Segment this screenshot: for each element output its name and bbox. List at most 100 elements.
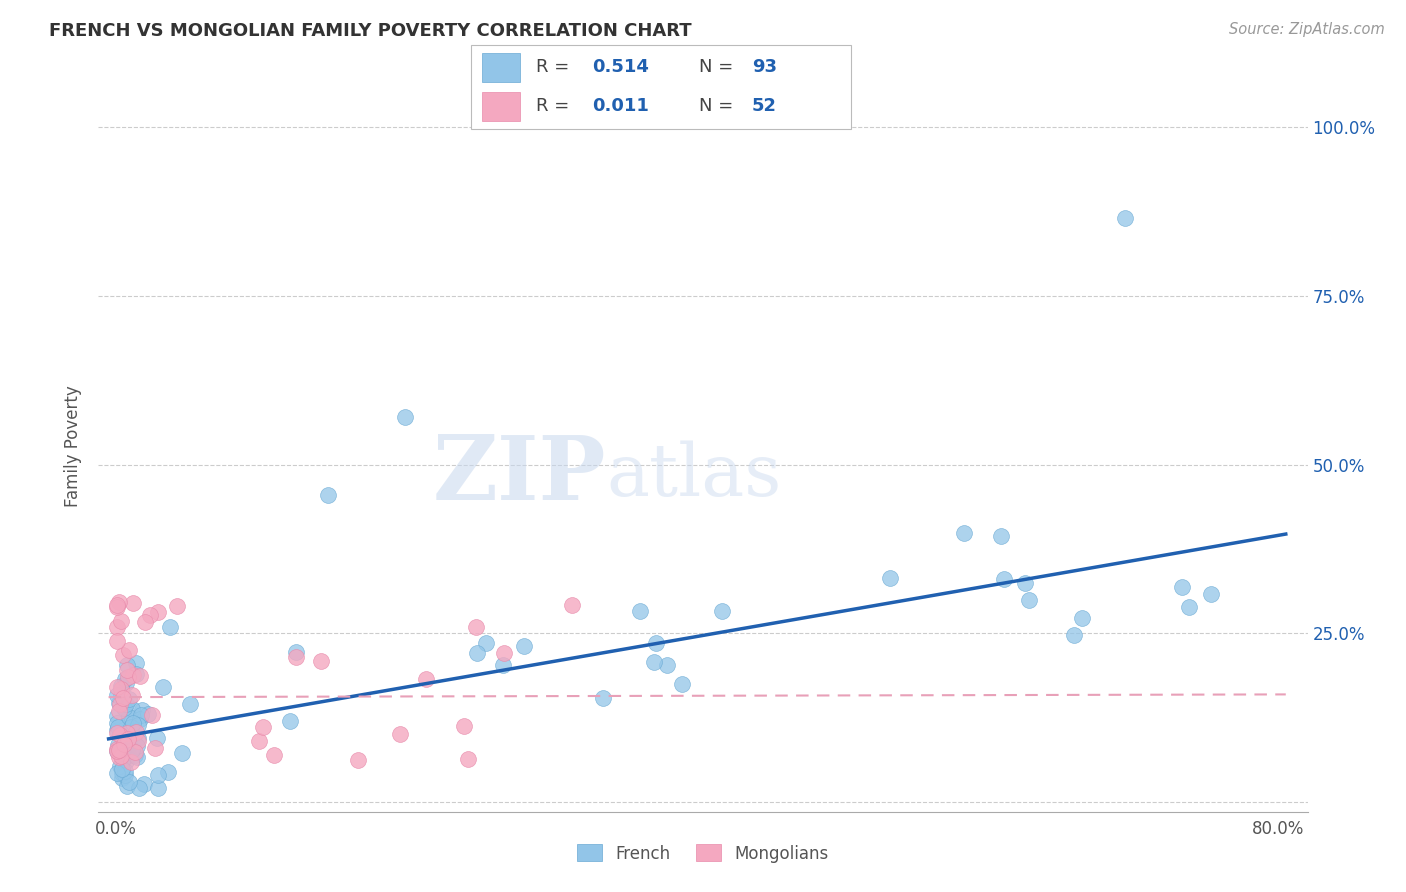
Point bbox=[125, 724, 148, 739]
Point bbox=[121, 702, 143, 716]
Point bbox=[146, 605, 169, 619]
Text: N =: N = bbox=[699, 59, 738, 77]
Point bbox=[117, 663, 139, 677]
Point bbox=[105, 598, 128, 612]
Point bbox=[128, 781, 150, 796]
Point bbox=[127, 749, 149, 764]
Point bbox=[628, 604, 651, 618]
Point bbox=[465, 619, 488, 633]
Point bbox=[118, 643, 141, 657]
Point bbox=[108, 758, 131, 772]
Point bbox=[105, 680, 128, 694]
Point bbox=[112, 691, 135, 706]
Text: R =: R = bbox=[536, 59, 575, 77]
Point bbox=[105, 634, 128, 648]
Point bbox=[127, 718, 149, 732]
Point bbox=[115, 754, 138, 768]
Point bbox=[453, 719, 475, 733]
Point bbox=[121, 688, 143, 702]
Point bbox=[122, 596, 145, 610]
Point bbox=[111, 648, 134, 663]
Bar bbox=[482, 54, 520, 82]
Point bbox=[112, 739, 135, 753]
Point bbox=[114, 738, 136, 752]
Point bbox=[105, 726, 128, 740]
Point bbox=[114, 672, 136, 686]
Point bbox=[115, 697, 138, 711]
Point bbox=[388, 727, 411, 741]
Point bbox=[179, 697, 201, 711]
Point bbox=[1199, 587, 1222, 601]
Point bbox=[134, 615, 156, 629]
Point bbox=[645, 636, 668, 650]
Point bbox=[105, 688, 128, 702]
Point bbox=[111, 762, 134, 776]
Point bbox=[110, 742, 132, 756]
Point bbox=[879, 571, 901, 585]
Point bbox=[108, 696, 131, 710]
Text: 0.514: 0.514 bbox=[592, 59, 650, 77]
Point bbox=[475, 636, 498, 650]
Point bbox=[118, 691, 141, 706]
Point bbox=[146, 781, 169, 796]
Point bbox=[105, 742, 128, 756]
Point bbox=[110, 748, 132, 763]
Point bbox=[247, 733, 270, 747]
Point bbox=[157, 765, 180, 780]
Point bbox=[112, 737, 135, 751]
Point bbox=[134, 777, 156, 791]
Point bbox=[124, 748, 146, 763]
Point bbox=[263, 748, 285, 763]
Text: N =: N = bbox=[699, 97, 738, 115]
Point bbox=[394, 410, 416, 425]
Point bbox=[108, 595, 131, 609]
Point bbox=[105, 765, 128, 780]
Point bbox=[110, 615, 132, 629]
Point bbox=[166, 599, 188, 613]
Point bbox=[457, 752, 479, 766]
Point bbox=[671, 677, 693, 691]
Text: ZIP: ZIP bbox=[433, 432, 606, 519]
Point bbox=[131, 708, 153, 723]
Point bbox=[117, 747, 139, 762]
Point bbox=[111, 765, 134, 780]
Point bbox=[117, 670, 139, 684]
Point bbox=[124, 745, 146, 759]
Point bbox=[592, 690, 614, 705]
Text: atlas: atlas bbox=[606, 440, 782, 510]
Point bbox=[127, 731, 149, 745]
Point bbox=[108, 697, 131, 711]
Point bbox=[1177, 599, 1199, 614]
Point bbox=[115, 675, 138, 690]
Text: 52: 52 bbox=[752, 97, 778, 115]
Point bbox=[122, 668, 145, 682]
Point bbox=[316, 488, 339, 502]
Point bbox=[990, 529, 1012, 543]
Point bbox=[121, 742, 143, 756]
Text: R =: R = bbox=[536, 97, 575, 115]
Point bbox=[146, 768, 169, 782]
Point bbox=[159, 620, 181, 634]
Legend: French, Mongolians: French, Mongolians bbox=[571, 838, 835, 869]
Point bbox=[129, 669, 152, 683]
Point bbox=[112, 736, 135, 750]
Text: FRENCH VS MONGOLIAN FAMILY POVERTY CORRELATION CHART: FRENCH VS MONGOLIAN FAMILY POVERTY CORRE… bbox=[49, 22, 692, 40]
Point bbox=[347, 753, 370, 767]
Point bbox=[125, 739, 148, 753]
Point bbox=[118, 711, 141, 725]
Point bbox=[252, 720, 274, 734]
Point bbox=[115, 657, 138, 672]
Point bbox=[114, 768, 136, 782]
Point bbox=[117, 748, 139, 763]
Point bbox=[117, 732, 139, 747]
Text: 0.011: 0.011 bbox=[592, 97, 650, 115]
Point bbox=[561, 599, 583, 613]
Point bbox=[118, 710, 141, 724]
Point bbox=[125, 656, 148, 670]
Point bbox=[115, 779, 138, 793]
Point bbox=[129, 712, 152, 726]
Point bbox=[136, 707, 159, 722]
Point bbox=[105, 620, 128, 634]
Point bbox=[118, 745, 141, 759]
Point bbox=[143, 741, 166, 756]
